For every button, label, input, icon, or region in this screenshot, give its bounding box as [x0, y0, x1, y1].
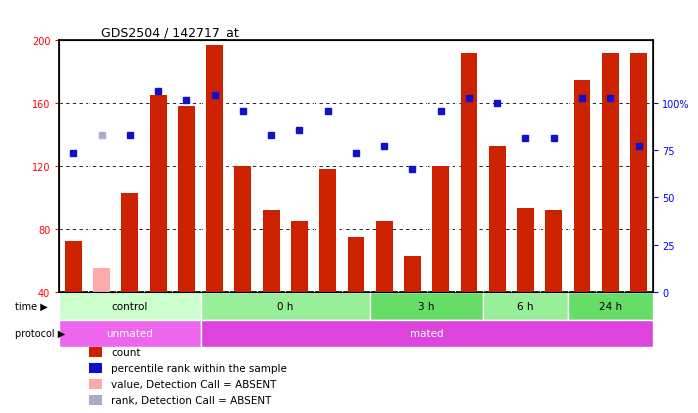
Text: 0 h: 0 h — [277, 301, 294, 311]
Bar — [602, 54, 618, 292]
Bar — [59, 320, 200, 348]
Bar — [291, 221, 308, 292]
Text: 6 h: 6 h — [517, 301, 534, 311]
Bar — [121, 193, 138, 292]
Text: rank, Detection Call = ABSENT: rank, Detection Call = ABSENT — [111, 395, 272, 405]
Text: 24 h: 24 h — [599, 301, 622, 311]
Text: unmated: unmated — [107, 329, 154, 339]
Text: value, Detection Call = ABSENT: value, Detection Call = ABSENT — [111, 380, 276, 389]
Text: GDS2504 / 142717_at: GDS2504 / 142717_at — [101, 26, 239, 39]
Bar — [89, 395, 102, 405]
Bar — [568, 292, 653, 320]
Bar — [489, 146, 506, 292]
Bar — [483, 292, 568, 320]
Bar — [517, 209, 534, 292]
Bar — [89, 348, 102, 357]
Text: protocol ▶: protocol ▶ — [15, 329, 65, 339]
Bar — [89, 363, 102, 373]
Bar — [376, 221, 393, 292]
Bar — [94, 268, 110, 292]
Bar — [545, 211, 562, 292]
Text: percentile rank within the sample: percentile rank within the sample — [111, 363, 287, 373]
Bar — [200, 320, 653, 348]
Bar — [235, 166, 251, 292]
Bar — [59, 292, 200, 320]
Bar — [319, 170, 336, 292]
Bar — [89, 380, 102, 389]
Bar — [65, 242, 82, 292]
Bar — [461, 54, 477, 292]
Bar — [262, 211, 280, 292]
Text: 3 h: 3 h — [418, 301, 435, 311]
Bar — [200, 292, 370, 320]
Bar — [178, 107, 195, 292]
Text: control: control — [112, 301, 148, 311]
Bar — [150, 96, 167, 292]
Bar — [206, 46, 223, 292]
Text: mated: mated — [410, 329, 443, 339]
Text: count: count — [111, 347, 140, 358]
Text: time ▶: time ▶ — [15, 301, 47, 311]
Bar — [574, 81, 591, 292]
Bar — [348, 237, 364, 292]
Bar — [370, 292, 483, 320]
Bar — [630, 54, 647, 292]
Bar — [404, 256, 421, 292]
Bar — [432, 166, 450, 292]
